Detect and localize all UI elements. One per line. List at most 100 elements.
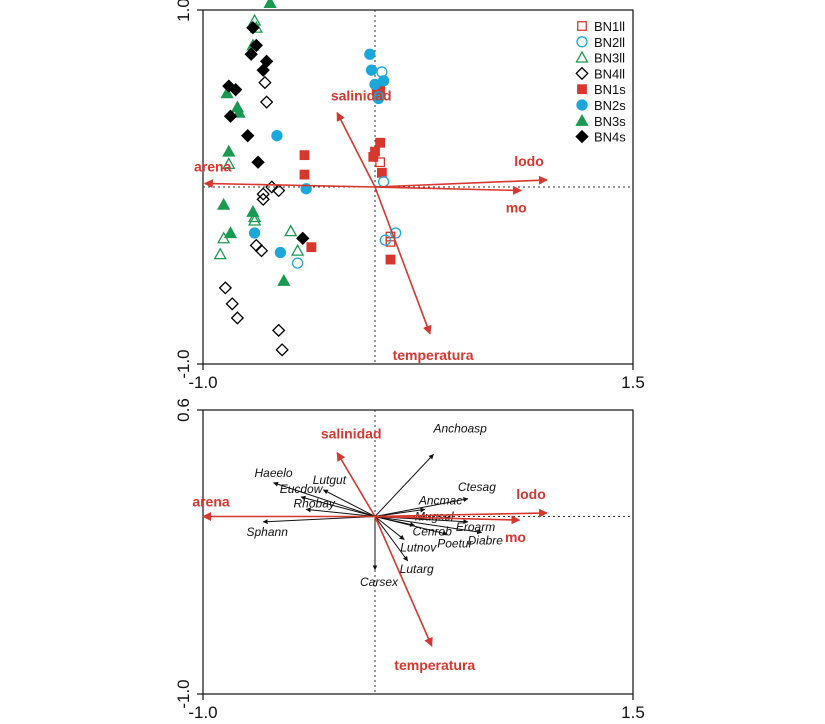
species-arrow-Ancmac bbox=[374, 507, 426, 517]
species-label-Lutgut: Lutgut bbox=[313, 473, 347, 487]
bottom-env-arrow-lodo bbox=[374, 508, 548, 518]
series-BN1s bbox=[299, 81, 396, 265]
species-arrow-Lutgut bbox=[322, 489, 376, 517]
top-env-arrow-label-arena: arena bbox=[194, 158, 232, 174]
top-env-arrow-mo bbox=[374, 185, 523, 195]
point-BN3s bbox=[232, 105, 246, 118]
species-label-Sphann: Sphann bbox=[247, 525, 289, 539]
species-label-Lutnov: Lutnov bbox=[400, 541, 437, 555]
point-BN1s bbox=[385, 254, 396, 265]
top-plot-y-tick-label: -1.0 bbox=[174, 349, 193, 378]
species-arrow-Anchoasp bbox=[374, 454, 434, 517]
point-BN4s bbox=[244, 47, 258, 61]
species-arrow-Sphann bbox=[262, 516, 376, 525]
legend-label-BN4s: BN4s bbox=[594, 130, 626, 145]
point-BN2s bbox=[248, 227, 261, 239]
species-label-Carsex: Carsex bbox=[360, 575, 399, 589]
point-BN4ll bbox=[256, 187, 270, 201]
point-BN4ll bbox=[272, 183, 286, 198]
bottom-env-arrow-label-mo: mo bbox=[505, 529, 526, 545]
site-ordination-plot: -1.0 1.5 1.0 -1.0 arena lodo mo salinidad temper… bbox=[174, 0, 645, 392]
point-BN4s bbox=[249, 38, 263, 53]
bottom-env-arrow-label-salinidad: salinidad bbox=[321, 426, 382, 442]
point-BN4ll bbox=[256, 192, 270, 207]
legend-label-BN2s: BN2s bbox=[594, 98, 626, 113]
top-env-arrow-temperatura bbox=[374, 186, 432, 335]
point-BN3s bbox=[220, 86, 234, 99]
top-plot-y-tick-label: 1.0 bbox=[174, 0, 193, 22]
top-env-arrow-label-lodo: lodo bbox=[514, 153, 544, 169]
species-arrow-Rhobay bbox=[305, 507, 376, 517]
series-BN4s bbox=[222, 21, 310, 245]
top-plot-x-tick-label: -1.0 bbox=[188, 373, 217, 392]
point-BN3s bbox=[246, 204, 260, 217]
species-label-Rhobay: Rhobay bbox=[294, 496, 336, 510]
point-BN2ll bbox=[389, 227, 402, 239]
point-BN4ll bbox=[275, 343, 289, 357]
point-BN2s bbox=[365, 64, 378, 76]
point-BN1s bbox=[306, 242, 317, 253]
point-BN1s bbox=[376, 167, 387, 178]
species-label-Ctesag: Ctesag bbox=[458, 480, 496, 494]
bottom-env-arrow-label-temperatura: temperatura bbox=[394, 657, 475, 673]
species-arrow-Diabre bbox=[374, 516, 483, 535]
species-label-Ancmac: Ancmac bbox=[418, 493, 462, 507]
legend-marker-BN1s bbox=[577, 84, 587, 95]
point-BN2ll bbox=[291, 257, 304, 269]
legend-marker-BN1ll bbox=[577, 21, 587, 31]
point-BN4s bbox=[251, 155, 265, 169]
point-BN2s bbox=[372, 92, 385, 105]
point-BN1s bbox=[299, 169, 310, 180]
species-ordination-plot: -1.0 1.50.6-1.0AnchoaspCtesagAncmacMugsel… bbox=[174, 398, 645, 722]
species-label-Diabre: Diabre bbox=[468, 533, 504, 547]
point-BN1s bbox=[299, 150, 310, 161]
species-label-Lutarg: Lutarg bbox=[400, 562, 434, 576]
point-BN2ll bbox=[379, 234, 391, 246]
bottom-env-arrow-mo bbox=[374, 515, 521, 525]
bottom-env-arrow-label-arena: arena bbox=[192, 494, 230, 510]
top-env-arrow-label-mo: mo bbox=[506, 200, 527, 216]
legend-marker-BN3ll bbox=[575, 50, 589, 63]
legend-label-BN3s: BN3s bbox=[594, 114, 626, 129]
point-BN4ll bbox=[225, 297, 239, 311]
point-BN4ll bbox=[230, 311, 245, 325]
species-label-Anchoasp: Anchoasp bbox=[432, 421, 487, 435]
point-BN3s bbox=[222, 144, 236, 157]
bottom-env-arrow-label-lodo: lodo bbox=[516, 486, 546, 502]
point-BN3s bbox=[223, 226, 238, 239]
point-BN2ll bbox=[377, 176, 390, 188]
legend-marker-BN4s bbox=[575, 129, 589, 144]
point-BN2s bbox=[274, 246, 287, 259]
species-arrow-Lutarg bbox=[374, 516, 409, 562]
bottom-env-arrow-salinidad bbox=[336, 451, 376, 517]
point-BN4s bbox=[223, 109, 238, 123]
legend-label-BN1s: BN1s bbox=[594, 82, 626, 97]
point-BN4ll bbox=[218, 281, 233, 295]
species-label-Poetur: Poetur bbox=[437, 536, 473, 550]
top-env-arrow-label-salinidad: salinidad bbox=[331, 88, 392, 104]
series-BN2s bbox=[248, 48, 390, 259]
point-BN3ll bbox=[247, 213, 262, 226]
point-BN2s bbox=[364, 48, 376, 60]
point-BN3s bbox=[217, 197, 231, 210]
bottom-env-arrow-temperatura bbox=[374, 516, 433, 647]
bottom-plot-y-tick-label: -1.0 bbox=[174, 679, 193, 708]
legend-label-BN4ll: BN4ll bbox=[594, 66, 625, 81]
species-arrow-Lutnov bbox=[374, 516, 405, 540]
bottom-plot-y-tick-label: 0.6 bbox=[174, 398, 193, 422]
point-BN1s bbox=[375, 137, 386, 148]
legend-label-BN1ll: BN1ll bbox=[594, 19, 625, 34]
point-BN4ll bbox=[254, 244, 269, 258]
point-BN2s bbox=[271, 130, 283, 142]
point-BN4s bbox=[246, 21, 260, 35]
point-BN4s bbox=[229, 82, 243, 97]
top-env-arrow-label-temperatura: temperatura bbox=[393, 347, 474, 363]
point-BN4ll bbox=[259, 95, 274, 109]
species-label-Eucdow: Eucdow bbox=[280, 482, 324, 496]
top-env-arrow-lodo bbox=[374, 175, 548, 188]
point-BN2s bbox=[377, 75, 390, 87]
species-arrow-Haeelo bbox=[273, 481, 376, 517]
legend-marker-BN4ll bbox=[575, 66, 589, 81]
